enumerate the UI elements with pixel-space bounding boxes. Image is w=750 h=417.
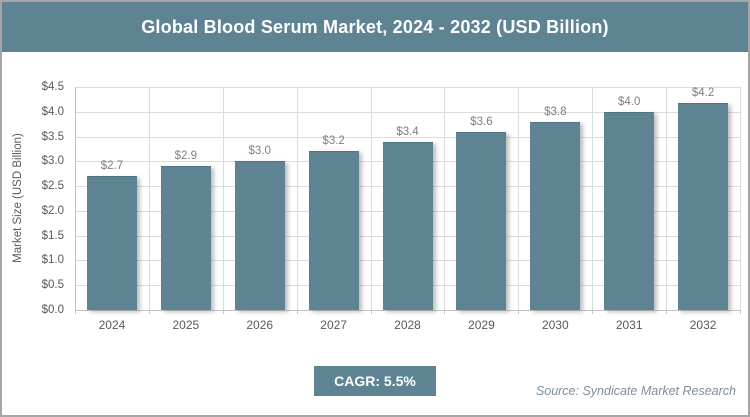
y-tick-label: $1.0 — [41, 254, 64, 267]
gridline-horizontal — [75, 111, 740, 113]
gridline-vertical — [666, 87, 668, 310]
y-axis-line — [75, 87, 76, 310]
bar — [382, 141, 433, 310]
bar-slot: $3.8 — [518, 87, 592, 310]
cagr-badge: CAGR: 5.5% — [314, 366, 436, 396]
bar — [308, 151, 359, 310]
x-tick-label: 2032 — [689, 318, 717, 332]
gridline-vertical — [148, 87, 150, 310]
source-attribution: Source: Syndicate Market Research — [535, 384, 736, 398]
bar-value-label: $3.2 — [322, 135, 345, 148]
bar — [678, 103, 729, 310]
bar — [456, 131, 507, 310]
bar-slot: $4.2 — [666, 87, 740, 310]
bar — [530, 121, 581, 310]
y-tick-label: $2.0 — [41, 204, 64, 217]
gridline-horizontal — [75, 87, 740, 88]
gridline-horizontal — [75, 136, 740, 138]
x-tick-label: 2024 — [98, 318, 126, 332]
bar-slot: $2.7 — [75, 87, 149, 310]
gridline-vertical — [592, 87, 594, 310]
x-axis-tick — [370, 310, 372, 314]
y-tick-label: $3.5 — [41, 130, 64, 143]
x-axis-tick — [592, 310, 594, 314]
bar-slot: $3.6 — [444, 87, 518, 310]
bar-slot: $3.2 — [297, 87, 371, 310]
gridline-vertical — [444, 87, 446, 310]
gridline-vertical — [296, 87, 298, 310]
y-tick-label: $3.0 — [41, 155, 64, 168]
x-axis-tick — [518, 310, 520, 314]
y-tick-label: $0.0 — [41, 304, 64, 316]
y-tick-label: $4.0 — [41, 105, 64, 118]
gridline-vertical — [222, 87, 224, 310]
x-tick-label: 2031 — [615, 318, 643, 332]
y-axis-labels: $0.0 $0.5 $1.0 $1.5 $2.0 $2.5 $3.0 $3.5 $4.0 $4.5 — [2, 81, 68, 316]
x-axis-tick — [666, 310, 668, 314]
x-tick-label: 2027 — [320, 318, 347, 332]
bar-value-label: $2.7 — [100, 160, 124, 173]
bar — [234, 161, 285, 310]
x-axis-line — [75, 310, 740, 311]
plot-area: $2.7 $2.9 $3.0 $3.2 $3.4 $3.6 $3.8 $4.0 $4.2 — [75, 87, 741, 314]
bar — [86, 176, 137, 310]
x-axis-tick — [740, 310, 741, 314]
cagr-label: CAGR: 5.5% — [334, 373, 416, 389]
bar-value-label: $3.8 — [544, 105, 567, 118]
y-tick-label: $0.5 — [41, 279, 64, 292]
x-tick-label: 2025 — [172, 318, 200, 332]
bar-value-label: $3.6 — [470, 115, 493, 128]
bar-slot: $2.9 — [149, 87, 223, 310]
bar-value-label: $3.0 — [248, 145, 271, 158]
x-tick-label: 2029 — [468, 318, 495, 332]
gridline-vertical — [518, 87, 520, 310]
x-tick-label: 2030 — [541, 318, 569, 332]
gridline-vertical — [740, 87, 741, 310]
bars-layer: $2.7 $2.9 $3.0 $3.2 $3.4 $3.6 $3.8 $4.0 $4.2 — [75, 87, 740, 310]
x-axis-tick — [296, 310, 298, 314]
y-tick-label: $4.5 — [41, 81, 64, 93]
x-axis-tick — [75, 310, 76, 314]
chart-title: Global Blood Serum Market, 2024 - 2032 (… — [141, 16, 609, 37]
bar-slot: $4.0 — [592, 87, 666, 310]
bar — [160, 166, 211, 310]
x-axis-tick — [222, 310, 224, 314]
y-tick-label: $1.5 — [41, 229, 64, 242]
bar-value-label: $4.2 — [691, 87, 715, 99]
y-tick-label: $2.5 — [41, 180, 64, 193]
chart-title-bar: Global Blood Serum Market, 2024 - 2032 (… — [2, 2, 748, 52]
x-axis-tick — [444, 310, 446, 314]
bar-slot: $3.4 — [371, 87, 445, 310]
bar-value-label: $3.4 — [396, 125, 419, 138]
bar-value-label: $4.0 — [617, 95, 641, 108]
x-tick-label: 2026 — [246, 318, 274, 332]
bar-value-label: $2.9 — [174, 150, 198, 163]
x-axis-labels: 2024 2025 2026 2027 2028 2029 2030 2031 2032 — [75, 318, 740, 332]
gridline-vertical — [370, 87, 372, 310]
x-tick-label: 2028 — [394, 318, 421, 332]
bar — [604, 111, 655, 310]
x-axis-tick — [148, 310, 150, 314]
bar-slot: $3.0 — [223, 87, 297, 310]
